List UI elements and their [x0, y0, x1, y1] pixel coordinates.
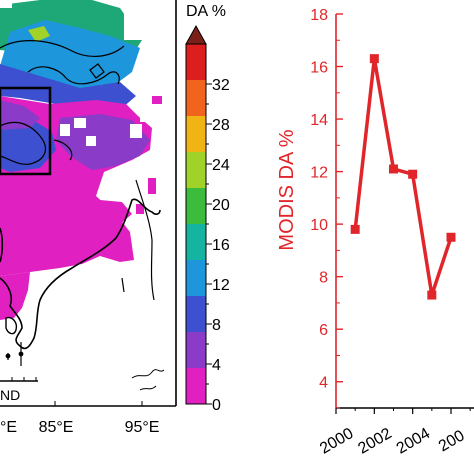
map-region-north-yellow [28, 26, 50, 42]
map-nodata [86, 136, 96, 146]
map-coastline [121, 277, 125, 293]
map-region-north-blue [0, 64, 136, 108]
map-contour [89, 63, 105, 79]
map-contour [0, 40, 125, 57]
map-coastline [135, 179, 155, 301]
colorbar-cell [186, 188, 206, 224]
map-region-east-pink [100, 200, 132, 226]
data-point [389, 164, 398, 174]
map-contour [27, 66, 120, 85]
colorbar-cell [186, 44, 206, 80]
x-tick-label: 2004 [394, 425, 433, 458]
x-tick-label: 2000 [317, 425, 356, 458]
x-tick-label: 200 [436, 427, 468, 455]
colorbar-cell [186, 368, 206, 404]
map-pixel [152, 96, 162, 104]
colorbar-tick-label: 12 [212, 277, 230, 294]
study-region-box [0, 86, 52, 176]
y-tick-label: 14 [310, 112, 328, 129]
data-point [369, 54, 379, 64]
colorbar-tick-label: 0 [212, 397, 221, 414]
map-x-tick-label: 95°E [125, 419, 160, 436]
map-nodata [108, 180, 122, 196]
y-tick-label: 18 [310, 7, 328, 24]
map-coastline [131, 369, 165, 379]
data-point [408, 169, 418, 179]
map-x-tick-label: °E [0, 419, 17, 436]
map-nodata [140, 110, 154, 122]
colorbar-title: DA % [186, 3, 226, 20]
map-nodata [130, 124, 142, 138]
colorbar-cell [186, 152, 206, 188]
map-nodata [0, 0, 12, 8]
colorbar-tick-label: 16 [212, 237, 230, 254]
y-tick-label: 4 [319, 375, 328, 392]
colorbar: DA % 0 4 8 12 16 20 24 28 32 [185, 3, 230, 414]
map-contour [0, 121, 47, 165]
map-region-peninsula-magenta [0, 272, 30, 320]
colorbar-cell [186, 260, 206, 296]
y-tick-label: 6 [319, 322, 328, 339]
y-tick-label: 8 [319, 270, 328, 287]
data-point [350, 224, 360, 234]
map-pixel [148, 178, 156, 194]
colorbar-arrow [185, 24, 207, 45]
x-tick-label: 2002 [355, 425, 394, 458]
colorbar-cell [186, 296, 206, 332]
y-axis-label: MODIS DA % [276, 129, 298, 250]
colorbar-tick-label: 32 [212, 77, 230, 94]
map-coastline [0, 198, 161, 350]
colorbar-cell [186, 80, 206, 116]
data-point [446, 232, 456, 242]
colorbar-cell [186, 332, 206, 368]
map-x-tick-label: 85°E [39, 419, 74, 436]
map-markers [5, 342, 24, 366]
colorbar-cell [186, 224, 206, 260]
map-island [5, 316, 18, 335]
map-contour [53, 139, 73, 161]
series-line [353, 58, 453, 296]
y-tick-label: 16 [310, 60, 328, 77]
colorbar-tick-label: 4 [212, 357, 221, 374]
colorbar-tick-label: 28 [212, 117, 230, 134]
colorbar-tick-label: 24 [212, 157, 230, 174]
colorbar-tick-label: 8 [212, 317, 221, 334]
map-nodata [74, 118, 86, 128]
map-panel: ND °E 85°E 95°E [0, 0, 177, 436]
map-nodata [124, 0, 176, 40]
map-coastline [139, 385, 157, 391]
map-coastline [0, 227, 4, 263]
data-point [427, 290, 437, 300]
map-nodata [60, 124, 70, 136]
y-tick-label: 12 [310, 165, 328, 182]
colorbar-cell [186, 116, 206, 152]
colorbar-tick-label: 20 [212, 197, 230, 214]
y-tick-label: 10 [310, 217, 328, 234]
line-chart: MODIS DA % 4 6 8 10 12 14 16 18 2000 2002 2004 200 [276, 7, 474, 458]
scale-bar-label: ND [0, 387, 20, 403]
map-pixel [136, 204, 144, 214]
